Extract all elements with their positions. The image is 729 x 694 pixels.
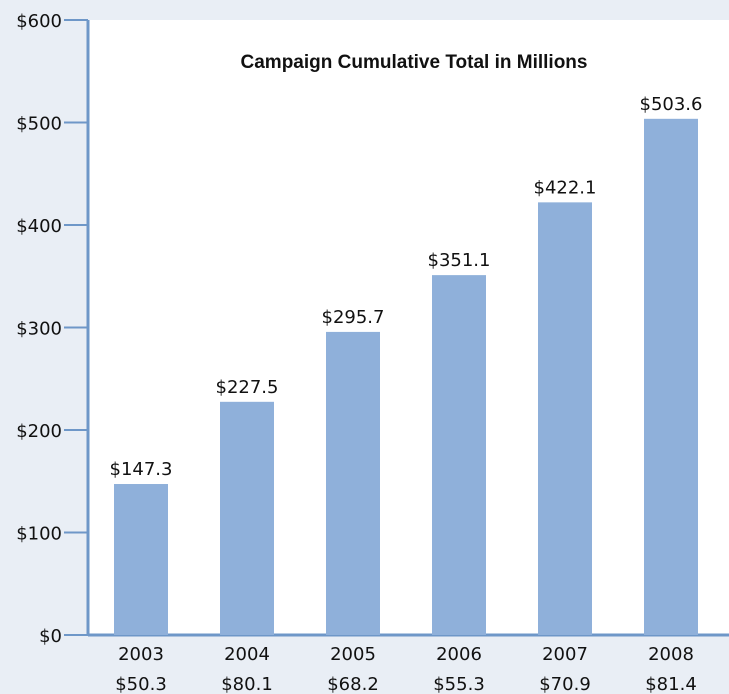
x-tick-sublabel: $80.1	[221, 674, 273, 694]
labels-group: $147.3 2003 $50.3 $227.5 2004 $80.1 $295.7 2005…	[110, 94, 703, 694]
y-tick-label: $600	[16, 11, 62, 32]
x-tick-label: 2003	[118, 644, 164, 665]
x-tick-sublabel: $68.2	[327, 674, 379, 694]
bar-value-label: $351.1	[428, 250, 491, 271]
bar	[644, 118, 698, 635]
x-tick-label: 2005	[330, 644, 376, 665]
axes: $0 $100 $200 $300 $400 $500 $600	[16, 11, 729, 647]
y-tick-label: $300	[16, 319, 62, 340]
y-tick-label: $400	[16, 216, 62, 237]
bar	[432, 275, 486, 635]
x-tick-label: 2007	[542, 644, 588, 665]
bar-value-label: $147.3	[110, 459, 173, 480]
chart-title: Campaign Cumulative Total in Millions	[241, 52, 588, 73]
x-tick-sublabel: $70.9	[539, 674, 591, 694]
plot-background	[88, 20, 729, 635]
y-tick-label: $200	[16, 421, 62, 442]
y-tick-label: $100	[16, 524, 62, 545]
bar-value-label: $503.6	[640, 94, 703, 115]
y-tick-label: $500	[16, 114, 62, 135]
x-tick-sublabel: $81.4	[645, 674, 697, 694]
x-tick-label: 2004	[224, 644, 270, 665]
bar-value-label: $295.7	[322, 307, 385, 328]
bar-value-label: $422.1	[534, 177, 597, 198]
bars-group	[114, 118, 698, 635]
bar-value-label: $227.5	[216, 377, 279, 398]
x-tick-sublabel: $50.3	[115, 674, 167, 694]
bar	[114, 484, 168, 635]
x-tick-label: 2006	[436, 644, 482, 665]
bar	[538, 202, 592, 635]
bar	[326, 331, 380, 635]
x-tick-sublabel: $55.3	[433, 674, 485, 694]
x-tick-label: 2008	[648, 644, 694, 665]
y-tick-label: $0	[39, 626, 62, 647]
bar	[220, 401, 274, 635]
